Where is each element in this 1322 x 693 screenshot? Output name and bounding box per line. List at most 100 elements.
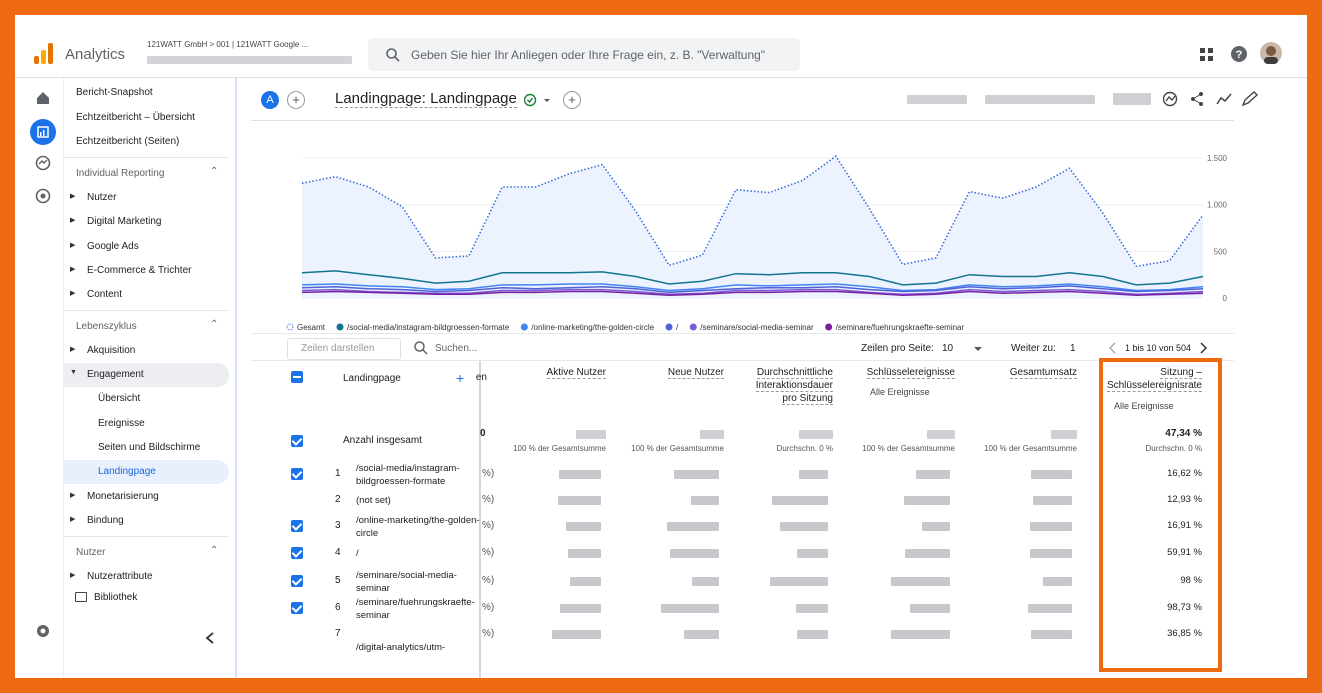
line <box>301 270 1204 286</box>
blur <box>558 470 601 479</box>
nav-item[interactable]: Bericht-Snapshot <box>76 87 153 98</box>
nav-item[interactable]: Echtzeitbericht – Übersicht <box>76 112 195 123</box>
y-tick-label: 0 <box>1223 294 1228 303</box>
comparison-badge[interactable]: A <box>261 91 279 109</box>
legend-swatch <box>286 323 294 331</box>
column-header[interactable]: Durchschnittliche Interaktionsdauer pro … <box>743 366 833 405</box>
apps-icon[interactable] <box>1200 48 1214 62</box>
add-comparison[interactable]: + <box>287 91 305 109</box>
header-actions[interactable] <box>1163 91 1263 107</box>
nav-item[interactable]: Bibliothek <box>94 592 138 603</box>
landingpage[interactable]: /digital-analytics/utm- <box>356 642 446 653</box>
row-number: 2 <box>335 494 341 505</box>
legend-swatch <box>665 323 673 331</box>
landingpage[interactable]: (not set) <box>356 495 391 506</box>
row-number: 6 <box>335 602 341 613</box>
landingpage[interactable]: /seminare/social-media-seminar <box>356 570 457 594</box>
blur <box>1029 522 1072 531</box>
column-header[interactable]: Aktive Nutzer <box>486 366 606 379</box>
folder-icon <box>75 592 87 602</box>
section-title[interactable]: Nutzer <box>76 547 106 558</box>
rate: 98,73 % <box>1167 602 1202 613</box>
y-tick-label: 1.500 <box>1207 154 1228 163</box>
search-box[interactable] <box>368 38 800 71</box>
nav-item[interactable]: Monetarisierung <box>87 491 159 502</box>
column-header[interactable]: Neue Nutzer <box>604 366 724 379</box>
nav-item[interactable]: Engagement <box>87 369 144 380</box>
nav-item[interactable]: Content <box>87 289 123 300</box>
table-search[interactable]: Suchen... <box>435 343 478 354</box>
blur <box>566 522 601 531</box>
line <box>301 290 1204 296</box>
nav-item[interactable]: E-Commerce & Trichter <box>87 265 192 276</box>
row-checkbox[interactable] <box>291 602 303 614</box>
rate: 16,62 % <box>1167 468 1202 479</box>
y-tick-label: 1.000 <box>1207 201 1228 210</box>
blurred-property <box>147 56 352 64</box>
nav-item[interactable]: Digital Marketing <box>87 216 162 227</box>
status-icons[interactable] <box>524 93 564 107</box>
totals-checkbox[interactable] <box>291 435 303 447</box>
settings-icon[interactable] <box>35 623 51 639</box>
column-header[interactable]: Gesamtumsatz <box>957 366 1077 379</box>
row-number: 7 <box>335 628 341 639</box>
landingpage[interactable]: /online-marketing/the-golden-circle <box>356 515 480 539</box>
home-icon[interactable] <box>36 91 50 105</box>
chevron: ⌃ <box>210 319 219 330</box>
totals-sub: 100 % der Gesamtsumme <box>513 444 606 453</box>
column-filter[interactable]: Alle Ereignisse <box>870 387 930 397</box>
next-page[interactable] <box>1200 342 1208 354</box>
row-number: 5 <box>335 575 341 586</box>
landingpage[interactable]: /seminare/fuehrungskraefte-seminar <box>356 597 475 621</box>
row-checkbox[interactable] <box>291 547 303 559</box>
table: Landingpage + en Aktive Nutzer Neue Nutzer Du… <box>251 360 1234 678</box>
totals-rate: 47,34 % <box>1165 428 1202 439</box>
totals-sub: 100 % der Gesamtsumme <box>984 444 1077 453</box>
help-icon[interactable]: ? <box>1231 46 1247 62</box>
blur <box>674 470 719 479</box>
explore-icon[interactable] <box>35 155 51 171</box>
nav-subitem[interactable]: Landingpage <box>98 466 156 477</box>
search-icon <box>414 341 428 355</box>
header-checkbox[interactable] <box>291 371 303 383</box>
prev-page[interactable] <box>1108 342 1116 354</box>
landingpage[interactable]: / <box>356 548 359 559</box>
column-filter[interactable]: Alle Ereignisse <box>1114 401 1174 411</box>
rows-button[interactable]: Zeilen darstellen <box>287 338 401 360</box>
line <box>301 155 1204 268</box>
row-checkbox[interactable] <box>291 520 303 532</box>
nav-item[interactable]: Bindung <box>87 515 124 526</box>
per-page[interactable]: 10 <box>942 343 954 354</box>
section-title[interactable]: Lebenszyklus <box>76 321 137 332</box>
nav-item[interactable]: Google Ads <box>87 241 139 252</box>
nav-item[interactable]: Nutzerattribute <box>87 571 153 582</box>
blur <box>798 470 828 479</box>
account-name[interactable]: 121WATT GmbH > 001 | 121WATT Google ... <box>147 40 309 49</box>
nav-subitem[interactable]: Ereignisse <box>98 418 145 429</box>
area <box>302 156 1203 298</box>
goto-page[interactable]: 1 <box>1070 343 1076 354</box>
blur <box>1032 496 1072 505</box>
add-dimension[interactable]: + <box>456 370 465 386</box>
blur <box>1031 470 1072 479</box>
collapse-icon[interactable] <box>205 632 215 644</box>
column-header[interactable]: Sitzung – Schlüsselereignisrate <box>1102 366 1202 392</box>
nav-item[interactable]: Akquisition <box>87 345 136 356</box>
nav-item[interactable]: Nutzer <box>87 192 117 203</box>
row-checkbox[interactable] <box>291 468 303 480</box>
reports-icon[interactable] <box>30 119 56 145</box>
cut-cell: %) <box>482 602 495 613</box>
report-title: Landingpage: Landingpage <box>335 90 517 108</box>
row-checkbox[interactable] <box>291 575 303 587</box>
divider <box>251 120 1234 121</box>
landingpage[interactable]: /social-media/instagram-bildgroessen-for… <box>356 463 460 487</box>
nav-subitem[interactable]: Übersicht <box>98 393 141 404</box>
section-title[interactable]: Individual Reporting <box>76 168 165 179</box>
avatar[interactable] <box>1260 42 1282 64</box>
add-button[interactable]: + <box>563 91 581 109</box>
column-header[interactable]: Schlüsselereignisse <box>835 366 955 379</box>
nav-item[interactable]: Echtzeitbericht (Seiten) <box>76 136 180 147</box>
nav-subitem[interactable]: Seiten und Bildschirme <box>98 442 201 453</box>
advertising-icon[interactable] <box>35 188 51 204</box>
